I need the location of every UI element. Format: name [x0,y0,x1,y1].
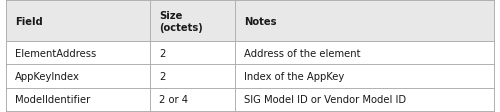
Text: 2: 2 [159,48,166,58]
Text: 2: 2 [159,71,166,81]
Text: Index of the AppKey: Index of the AppKey [244,71,344,81]
Text: ElementAddress: ElementAddress [15,48,96,58]
Bar [236,42,494,65]
Bar [150,88,236,111]
Text: Field: Field [15,17,43,27]
Text: AppKeyIndex: AppKeyIndex [15,71,80,81]
Bar [150,65,236,88]
Bar [150,1,236,42]
Bar [6,1,150,42]
Bar [236,65,494,88]
Text: Notes: Notes [244,17,277,27]
Text: ModelIdentifier: ModelIdentifier [15,94,90,104]
Text: SIG Model ID or Vendor Model ID: SIG Model ID or Vendor Model ID [244,94,406,104]
Bar [150,42,236,65]
Text: Size
(octets): Size (octets) [159,11,202,33]
Bar [236,1,494,42]
Bar [236,88,494,111]
Text: Address of the element: Address of the element [244,48,361,58]
Bar [6,42,150,65]
Text: 2 or 4: 2 or 4 [159,94,188,104]
Bar [6,65,150,88]
Bar [6,88,150,111]
